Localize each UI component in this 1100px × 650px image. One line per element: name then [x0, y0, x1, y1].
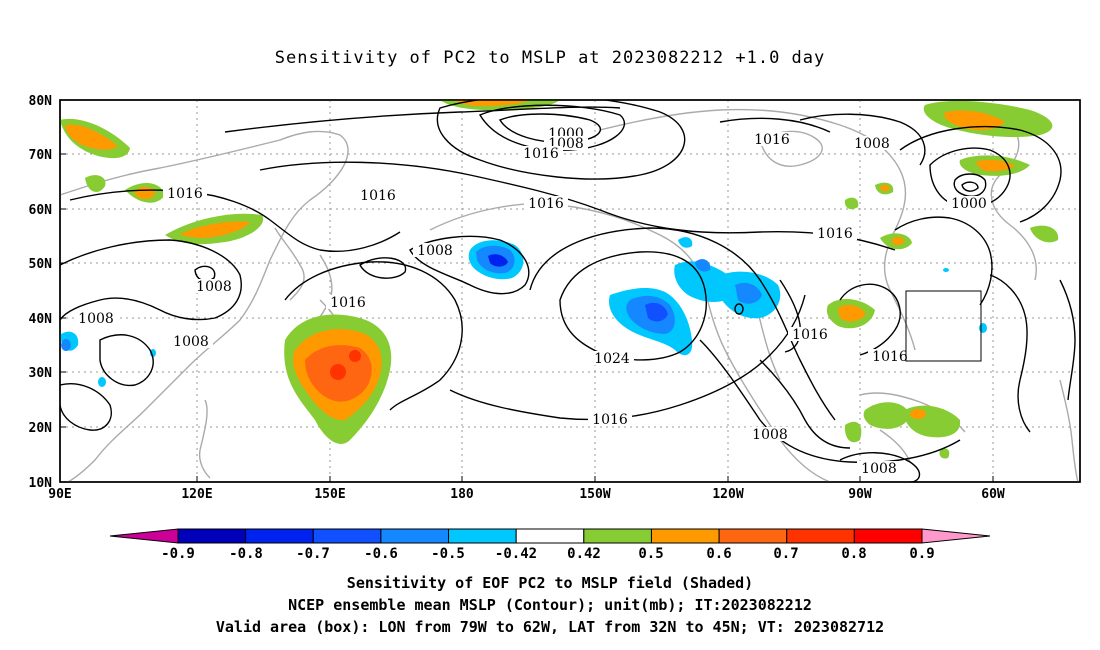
caption-line-1: Sensitivity of EOF PC2 to MSLP field (Sh… — [346, 574, 754, 592]
colorbar-label: -0.8 — [229, 546, 263, 562]
lat-tick-label: 80N — [29, 94, 53, 109]
colorbar-cell — [177, 528, 247, 544]
contour-label: 1008 — [854, 136, 890, 152]
colorbar-cell — [718, 528, 788, 544]
lon-tick-label: 150E — [314, 487, 345, 502]
longitude-labels: 90E 120E 150E 180 150W 120W 90W 60W — [48, 487, 1005, 502]
contour-label: 1016 — [330, 295, 366, 311]
contour-label: 1016 — [528, 196, 564, 212]
contour-label: 1008 — [173, 334, 209, 350]
colorbar-cell — [245, 528, 314, 544]
contour-label: 1008 — [861, 461, 897, 477]
lat-tick-label: 70N — [29, 148, 53, 163]
lat-tick-label: 50N — [29, 257, 53, 272]
contour-label: 1008 — [196, 279, 232, 295]
colorbar-cell — [853, 528, 923, 544]
lon-tick-label: 120E — [181, 487, 212, 502]
lon-tick-label: 120W — [712, 487, 743, 502]
colorbar-high-extend — [921, 528, 991, 544]
colorbar: -0.9 -0.8 -0.7 -0.6 -0.5 -0.42 0.42 0.5 … — [109, 528, 991, 562]
contour-label: 1016 — [167, 186, 203, 202]
lat-tick-label: 20N — [29, 421, 53, 436]
positive-sensitivity-regions — [60, 100, 1059, 459]
caption-block: Sensitivity of EOF PC2 to MSLP field (Sh… — [0, 572, 1100, 638]
colorbar-cell — [448, 528, 517, 544]
colorbar-label: 0.9 — [909, 546, 934, 562]
contour-label: 1016 — [360, 188, 396, 204]
colorbar-label: 0.42 — [567, 546, 601, 562]
lat-tick-label: 60N — [29, 203, 53, 218]
axis-ticks — [59, 99, 994, 482]
mslp-contours — [60, 100, 1076, 482]
colorbar-cell — [650, 528, 720, 544]
colorbar-low-extend — [109, 528, 179, 544]
lon-tick-label: 60W — [981, 487, 1005, 502]
colorbar-cells — [177, 528, 923, 544]
lon-tick-label: 90E — [48, 487, 71, 502]
colorbar-cell — [380, 528, 450, 544]
negative-sensitivity-regions — [60, 237, 987, 387]
colorbar-cell — [515, 528, 585, 544]
colorbar-cell — [583, 528, 652, 544]
lon-tick-label: 90W — [848, 487, 872, 502]
contour-label: 1024 — [594, 351, 630, 367]
contour-label: 1008 — [417, 243, 453, 259]
lon-tick-label: 150W — [579, 487, 610, 502]
colorbar-label: -0.42 — [495, 546, 537, 562]
colorbar-label: -0.6 — [364, 546, 398, 562]
contour-label: 1000 — [951, 196, 987, 212]
colorbar-cell — [312, 528, 382, 544]
caption-line-2: NCEP ensemble mean MSLP (Contour); unit(… — [288, 596, 812, 614]
lat-tick-label: 30N — [29, 366, 53, 381]
contour-label: 1008 — [752, 427, 788, 443]
latitude-labels: 80N 70N 60N 50N 40N 30N 20N 10N — [29, 94, 53, 491]
lat-tick-label: 10N — [29, 476, 53, 491]
colorbar-labels: -0.9 -0.8 -0.7 -0.6 -0.5 -0.42 0.42 0.5 … — [161, 546, 935, 562]
valid-area-box — [905, 290, 982, 362]
contour-labels: 1000 1008 1016 1016 1008 1016 1000 1016 … — [74, 126, 991, 477]
colorbar-label: 0.8 — [841, 546, 866, 562]
colorbar-label: -0.7 — [296, 546, 330, 562]
caption-line-3: Valid area (box): LON from 79W to 62W, L… — [215, 618, 885, 636]
contour-label: 1016 — [523, 146, 559, 162]
map-title: Sensitivity of PC2 to MSLP at 2023082212… — [274, 48, 826, 68]
colorbar-label: 0.7 — [773, 546, 798, 562]
colorbar-label: -0.5 — [431, 546, 465, 562]
contour-label: 1016 — [817, 226, 853, 242]
lat-tick-label: 40N — [29, 312, 53, 327]
contour-label: 1016 — [872, 349, 908, 365]
colorbar-label: 0.5 — [638, 546, 663, 562]
contour-label: 1016 — [792, 327, 828, 343]
contour-label: 1016 — [592, 412, 628, 428]
contour-label: 1016 — [754, 132, 790, 148]
lon-tick-label: 180 — [450, 487, 474, 502]
colorbar-label: 0.6 — [706, 546, 731, 562]
contour-label: 1008 — [78, 311, 114, 327]
colorbar-cell — [786, 528, 855, 544]
colorbar-label: -0.9 — [161, 546, 195, 562]
